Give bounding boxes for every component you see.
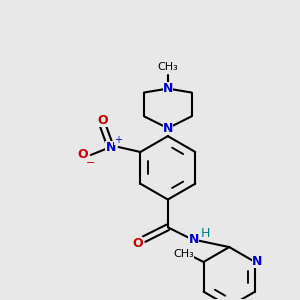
Text: +: + [114, 135, 122, 145]
Text: H: H [201, 227, 210, 240]
Text: N: N [163, 82, 173, 95]
Text: −: − [86, 158, 95, 168]
Text: CH₃: CH₃ [173, 249, 194, 259]
Text: N: N [106, 140, 116, 154]
Text: O: O [133, 237, 143, 250]
Text: O: O [98, 114, 108, 127]
Text: N: N [252, 256, 262, 268]
Text: CH₃: CH₃ [158, 62, 178, 72]
Text: O: O [78, 148, 88, 161]
Text: N: N [163, 122, 173, 135]
Text: N: N [188, 233, 199, 246]
